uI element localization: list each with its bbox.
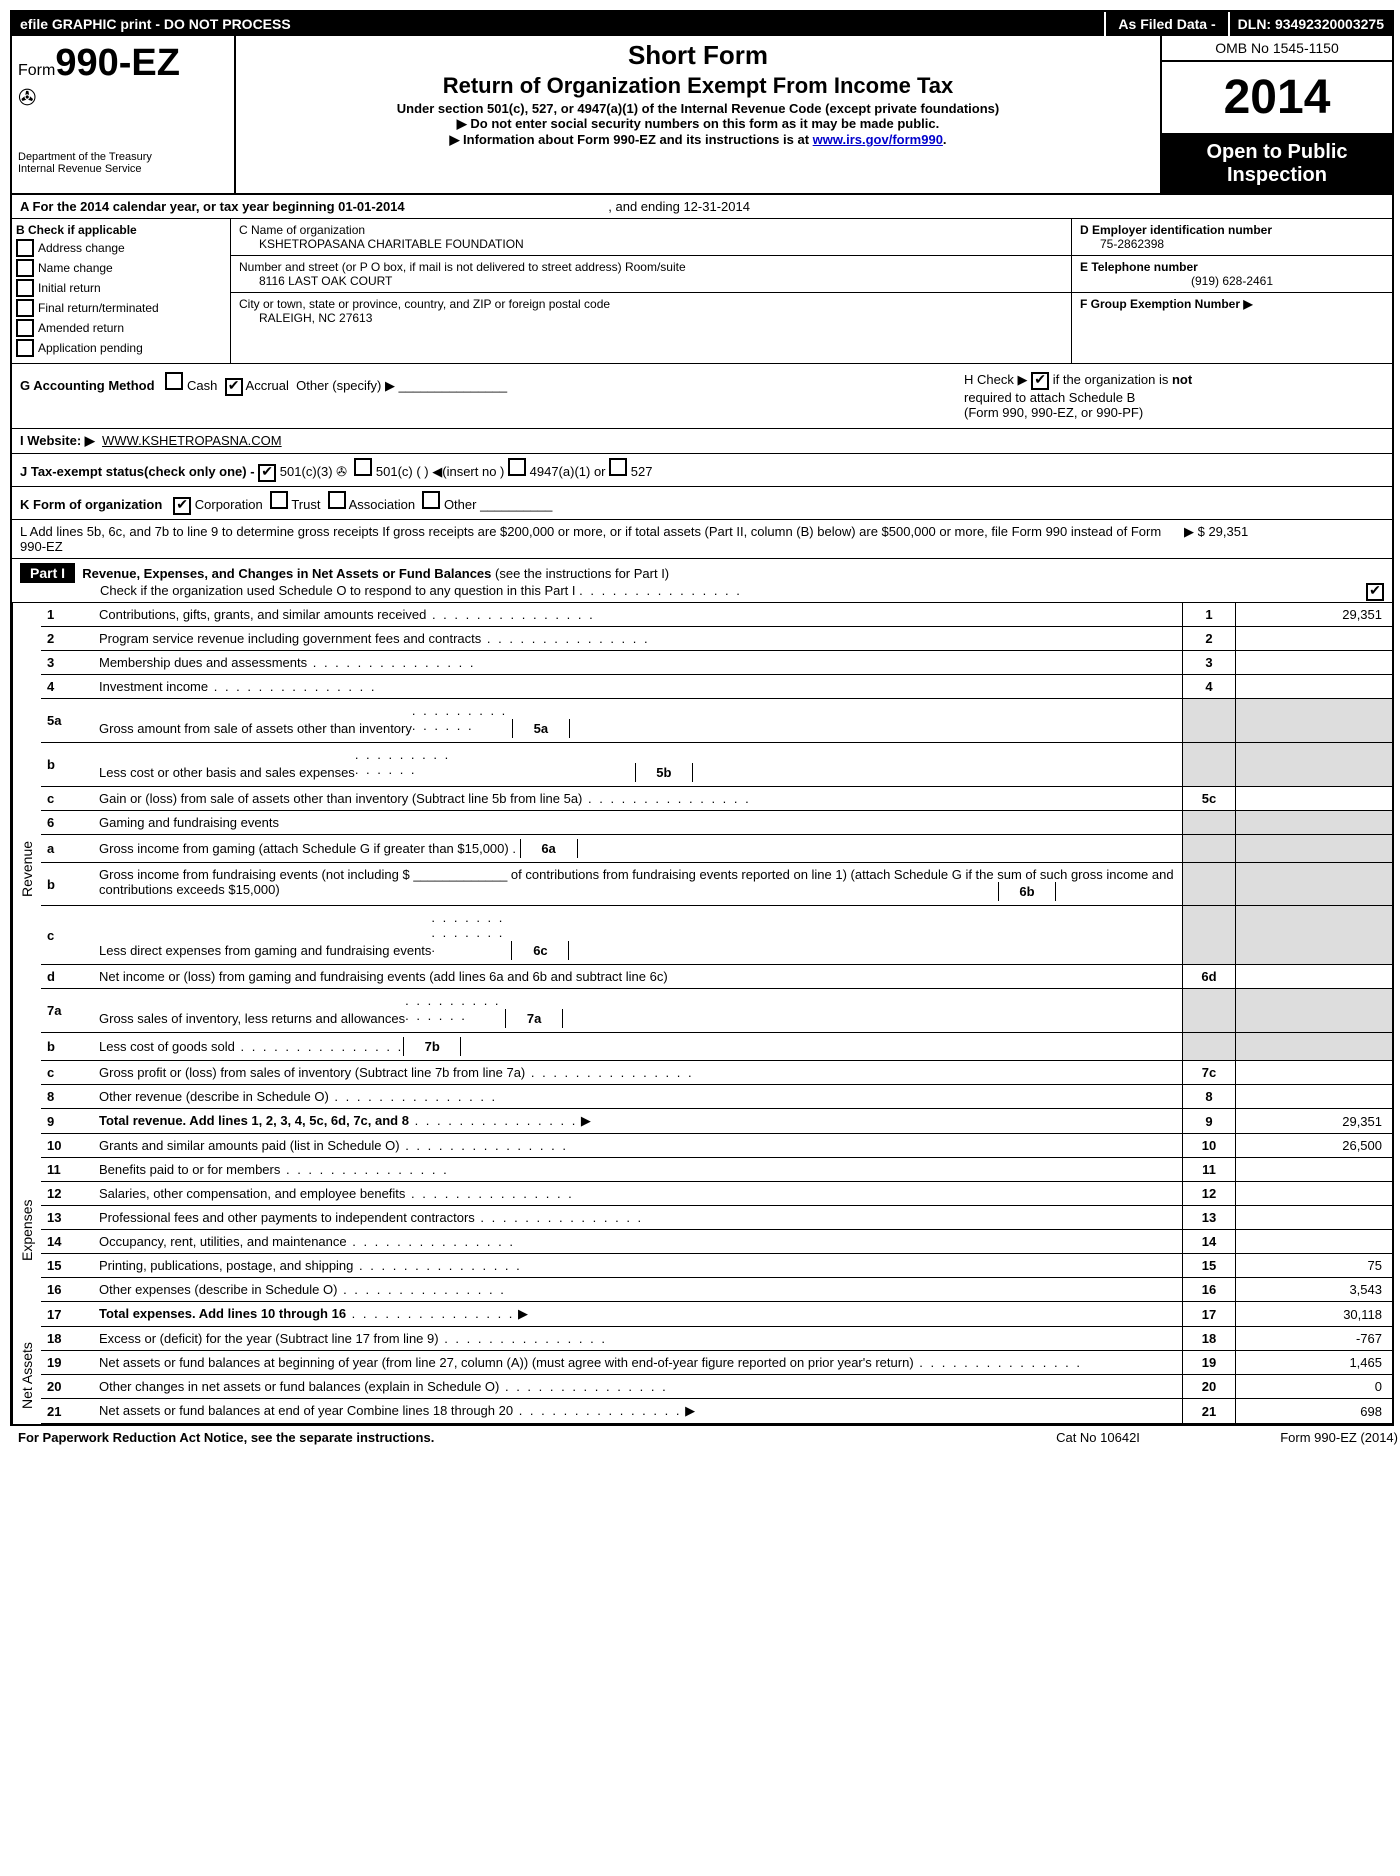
cb-501c3[interactable] <box>258 464 276 482</box>
row-i: I Website: ▶ WWW.KSHETROPASNA.COM <box>12 429 1392 454</box>
col-c: C Name of organization KSHETROPASANA CHA… <box>231 219 1071 363</box>
cb-501c[interactable] <box>354 458 372 476</box>
phone: (919) 628-2461 <box>1080 274 1384 288</box>
cb-final-return[interactable] <box>16 299 34 317</box>
net-assets-section: Net Assets 18Excess or (deficit) for the… <box>12 1327 1392 1424</box>
header-mid: Short Form Return of Organization Exempt… <box>236 36 1160 193</box>
revenue-section: Revenue 1Contributions, gifts, grants, a… <box>12 603 1392 1134</box>
top-right: DLN: 93492320003275 <box>1230 12 1392 36</box>
cb-schedule-o[interactable] <box>1366 583 1384 601</box>
cb-address-change[interactable] <box>16 239 34 257</box>
revenue-table: 1Contributions, gifts, grants, and simil… <box>41 603 1392 1134</box>
dept-irs: Internal Revenue Service <box>18 163 228 175</box>
cb-amended-return[interactable] <box>16 319 34 337</box>
cb-application-pending[interactable] <box>16 339 34 357</box>
omb-number: OMB No 1545-1150 <box>1162 36 1392 62</box>
cb-initial-return[interactable] <box>16 279 34 297</box>
cb-527[interactable] <box>609 458 627 476</box>
cb-other-org[interactable] <box>422 491 440 509</box>
row-g-h: G Accounting Method Cash Accrual Other (… <box>12 364 1392 429</box>
cb-accrual[interactable] <box>225 378 243 396</box>
top-mid: As Filed Data - <box>1106 12 1229 36</box>
top-left: efile GRAPHIC print - DO NOT PROCESS <box>12 12 1106 36</box>
cb-trust[interactable] <box>270 491 288 509</box>
cb-not-required-schedule-b[interactable] <box>1031 372 1049 390</box>
footer-mid: Cat No 10642I <box>998 1430 1198 1445</box>
cb-name-change[interactable] <box>16 259 34 277</box>
note-info: ▶ Information about Form 990-EZ and its … <box>246 132 1150 148</box>
title-return: Return of Organization Exempt From Incom… <box>246 73 1150 99</box>
footer-right: Form 990-EZ (2014) <box>1198 1430 1398 1445</box>
header-right: OMB No 1545-1150 2014 Open to Public Ins… <box>1160 36 1392 193</box>
part-1-header: Part I Revenue, Expenses, and Changes in… <box>12 559 1392 603</box>
row-k: K Form of organization Corporation Trust… <box>12 487 1392 520</box>
cb-association[interactable] <box>328 491 346 509</box>
cb-cash[interactable] <box>165 372 183 390</box>
side-expenses: Expenses <box>12 1134 41 1327</box>
ein: 75-2862398 <box>1080 237 1384 251</box>
top-bar: efile GRAPHIC print - DO NOT PROCESS As … <box>12 12 1392 36</box>
col-b: B Check if applicable Address change Nam… <box>12 219 231 363</box>
footer: For Paperwork Reduction Act Notice, see … <box>10 1426 1400 1449</box>
open-inspection: Open to Public Inspection <box>1162 135 1392 193</box>
net-assets-table: 18Excess or (deficit) for the year (Subt… <box>41 1327 1392 1424</box>
irs-link[interactable]: www.irs.gov/form990 <box>813 132 943 147</box>
expenses-section: Expenses 10Grants and similar amounts pa… <box>12 1134 1392 1327</box>
footer-left: For Paperwork Reduction Act Notice, see … <box>18 1430 998 1445</box>
subtitle: Under section 501(c), 527, or 4947(a)(1)… <box>246 101 1150 116</box>
org-street: 8116 LAST OAK COURT <box>239 274 1063 288</box>
group-exemption: F Group Exemption Number ▶ <box>1080 297 1253 311</box>
dept-treasury: Department of the Treasury <box>18 151 228 163</box>
col-def: D Employer identification number 75-2862… <box>1071 219 1392 363</box>
tax-year: 2014 <box>1162 62 1392 135</box>
row-g: G Accounting Method Cash Accrual Other (… <box>12 364 956 428</box>
form-number: 990-EZ <box>55 42 180 84</box>
row-a: A For the 2014 calendar year, or tax yea… <box>12 195 1392 219</box>
gross-receipts: ▶ $ 29,351 <box>1164 524 1384 554</box>
section-b-to-f: B Check if applicable Address change Nam… <box>12 219 1392 364</box>
note-ssn: ▶ Do not enter social security numbers o… <box>246 116 1150 132</box>
row-j: J Tax-exempt status(check only one) - 50… <box>12 454 1392 487</box>
row-h: H Check ▶ if the organization is not req… <box>956 364 1392 428</box>
expenses-table: 10Grants and similar amounts paid (list … <box>41 1134 1392 1327</box>
side-revenue: Revenue <box>12 603 41 1134</box>
org-city: RALEIGH, NC 27613 <box>239 311 1063 325</box>
form-word: Form <box>18 62 55 79</box>
cb-corporation[interactable] <box>173 497 191 515</box>
website-link[interactable]: WWW.KSHETROPASNA.COM <box>102 433 282 448</box>
cb-4947a1[interactable] <box>508 458 526 476</box>
header-left: Form990-EZ ✇ Department of the Treasury … <box>12 36 236 193</box>
header: Form990-EZ ✇ Department of the Treasury … <box>12 36 1392 195</box>
row-l: L Add lines 5b, 6c, and 7b to line 9 to … <box>12 520 1392 559</box>
form-990ez-page: efile GRAPHIC print - DO NOT PROCESS As … <box>10 10 1394 1426</box>
org-name: KSHETROPASANA CHARITABLE FOUNDATION <box>239 237 1063 251</box>
side-net-assets: Net Assets <box>12 1327 41 1424</box>
title-short-form: Short Form <box>246 40 1150 71</box>
